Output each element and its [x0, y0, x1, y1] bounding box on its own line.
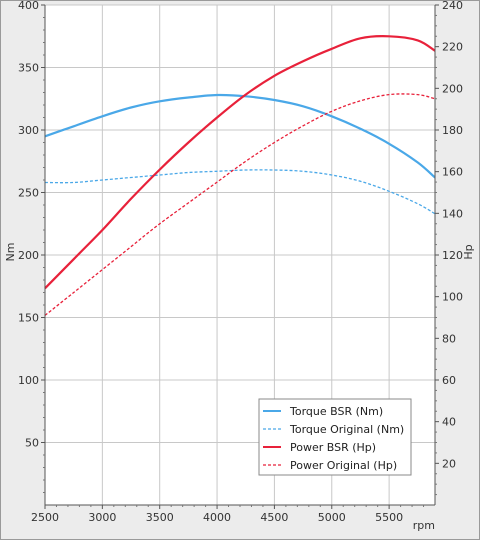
x-tick-label: 2500 [31, 511, 59, 524]
y-axis-left-title: Nm [4, 243, 17, 262]
legend-label: Power Original (Hp) [290, 459, 397, 472]
x-tick-label: 5500 [375, 511, 403, 524]
y-right-tick-label: 120 [442, 249, 463, 262]
legend-box [258, 398, 412, 476]
x-tick-label: 4000 [203, 511, 231, 524]
y-right-tick-label: 160 [442, 166, 463, 179]
y-right-tick-label: 80 [442, 332, 456, 345]
y-right-tick-label: 20 [442, 457, 456, 470]
legend-label: Torque BSR (Nm) [289, 405, 383, 418]
y-axis-right-title: Hp [462, 244, 475, 259]
legend: Torque BSR (Nm) Torque Original (Nm) Power… [258, 398, 412, 476]
y-right-tick-label: 140 [442, 207, 463, 220]
x-tick-label: 3500 [146, 511, 174, 524]
series-group [44, 35, 436, 316]
y-right-tick-label: 100 [442, 291, 463, 304]
y-left-tick-label: 250 [18, 187, 39, 200]
legend-label: Power BSR (Hp) [290, 441, 376, 454]
y-right-tick-label: 200 [442, 82, 463, 95]
y-left-tick-label: 300 [18, 124, 39, 137]
y-right-tick-label: 60 [442, 374, 456, 387]
grid [44, 4, 435, 505]
y-left-tick-label: 350 [18, 62, 39, 75]
y-left-tick-label: 200 [18, 249, 39, 262]
series-line-power-bsr-hp [44, 35, 436, 290]
y-right-tick-label: 220 [442, 41, 463, 54]
x-tick-label: 3000 [88, 511, 116, 524]
x-axis-title: rpm [413, 519, 435, 532]
legend-label: Torque Original (Nm) [289, 423, 404, 436]
y-left-tick-label: 400 [18, 0, 39, 12]
series-line-torque-bsr-nm [44, 93, 436, 179]
y-right-tick-label: 180 [442, 124, 463, 137]
x-tick-label: 5000 [318, 511, 346, 524]
y-left-tick-label: 100 [18, 374, 39, 387]
x-tick-label: 4500 [260, 511, 288, 524]
tick-labels: 50 100 150 200 250 300 350 400 2500 3000 3500 4000 4… [18, 0, 463, 524]
y-right-tick-label: 40 [442, 416, 456, 429]
y-left-tick-label: 150 [18, 312, 39, 325]
series-line-torque-original-nm [44, 169, 436, 215]
y-left-tick-label: 50 [25, 437, 39, 450]
y-right-tick-label: 240 [442, 0, 463, 12]
